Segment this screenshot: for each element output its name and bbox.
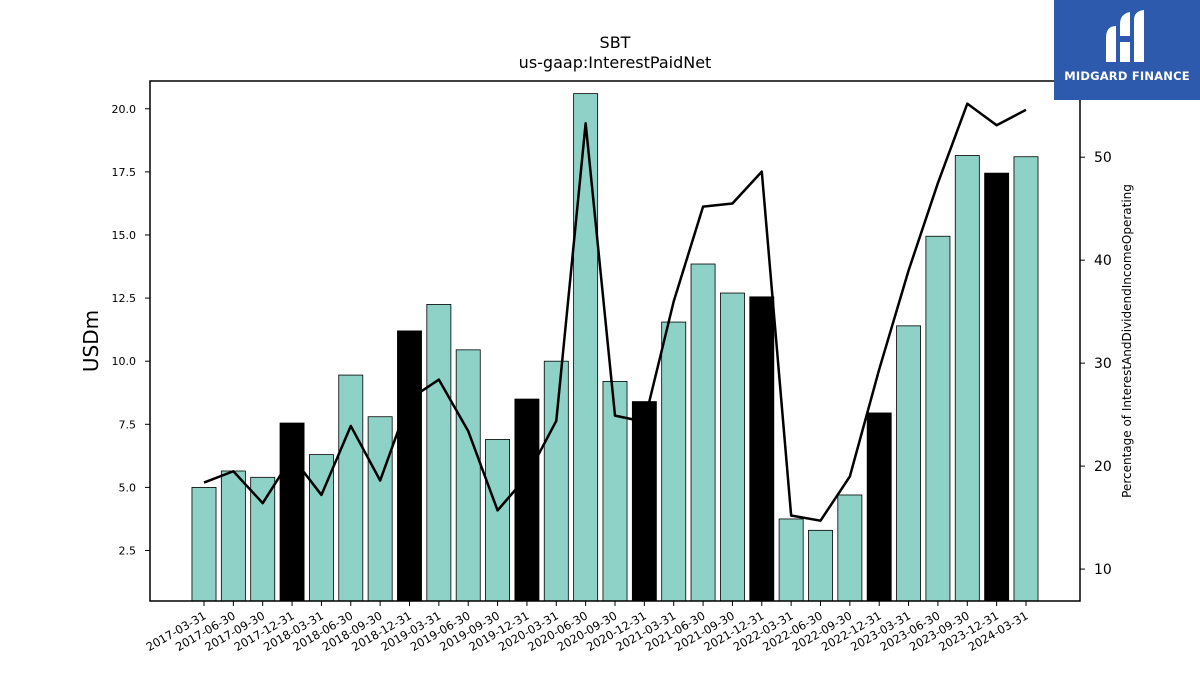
bar-2021-03-31 (661, 321, 687, 602)
bar-2023-06-30 (925, 235, 951, 602)
y2-tick-label: 40 (1094, 253, 1112, 269)
y-axis-label: USDm (79, 310, 103, 372)
bar-2022-03-31 (778, 518, 804, 602)
line-series (203, 102, 1027, 522)
y-axis-left: 2.5 5.0 7.5 10.0 12.5 15.0 17.5 20.0 (112, 103, 150, 558)
chart-subtitle: us-gaap:InterestPaidNet (519, 53, 712, 72)
bar-2018-06-30 (338, 374, 364, 602)
bar-2022-06-30 (808, 529, 833, 602)
bar-2019-03-31 (426, 303, 452, 602)
bar-2020-12-31 (631, 401, 657, 602)
brand-name: MIDGARD FINANCE (1064, 69, 1190, 83)
bar-2017-09-30 (250, 476, 276, 602)
bar-2022-12-31 (866, 412, 892, 602)
y-axis-right: 10 20 30 40 50 (1080, 150, 1112, 578)
bar-2023-03-31 (896, 325, 922, 602)
bar-2021-06-30 (690, 263, 716, 602)
bar-2024-03-31 (1013, 156, 1039, 602)
line-percentage (203, 102, 1027, 522)
y2-tick-label: 50 (1094, 150, 1112, 166)
bar-2017-03-31 (191, 487, 217, 602)
bar-2020-06-30 (573, 93, 599, 602)
bar-2020-03-31 (543, 360, 569, 602)
bar-2023-12-31 (984, 172, 1010, 602)
bar-series (191, 93, 1039, 602)
y2-axis-label: Percentage of InterestAndDividendIncomeO… (1120, 184, 1134, 498)
bar-2017-06-30 (220, 470, 246, 602)
bar-2019-06-30 (455, 349, 481, 602)
y2-tick-label: 30 (1094, 356, 1112, 372)
chart-title: SBT (600, 33, 631, 52)
bar-2018-09-30 (367, 416, 393, 602)
y-tick-label: 5.0 (119, 481, 137, 494)
y-tick-label: 15.0 (112, 229, 137, 242)
bar-2018-12-31 (397, 330, 422, 602)
x-axis: 2017-03-312017-06-302017-09-302017-12-31… (144, 601, 1031, 654)
y2-tick-label: 20 (1094, 459, 1112, 475)
brand-logo: MIDGARD FINANCE (1054, 0, 1200, 100)
bar-2019-12-31 (514, 398, 540, 602)
y-tick-label: 12.5 (112, 292, 137, 305)
y-tick-label: 17.5 (112, 166, 137, 179)
bar-2021-09-30 (719, 292, 745, 602)
midgard-logo-icon (1106, 10, 1144, 62)
bar-2021-12-31 (749, 296, 775, 602)
y2-tick-label: 10 (1094, 562, 1112, 578)
y-tick-label: 7.5 (119, 418, 137, 431)
y-tick-label: 20.0 (112, 103, 137, 116)
y-tick-label: 2.5 (119, 545, 137, 558)
bar-2017-12-31 (279, 422, 305, 602)
bar-2019-09-30 (485, 439, 510, 602)
bar-2022-09-30 (837, 494, 863, 602)
bar-2023-09-30 (954, 155, 980, 602)
y-tick-label: 10.0 (112, 355, 137, 368)
